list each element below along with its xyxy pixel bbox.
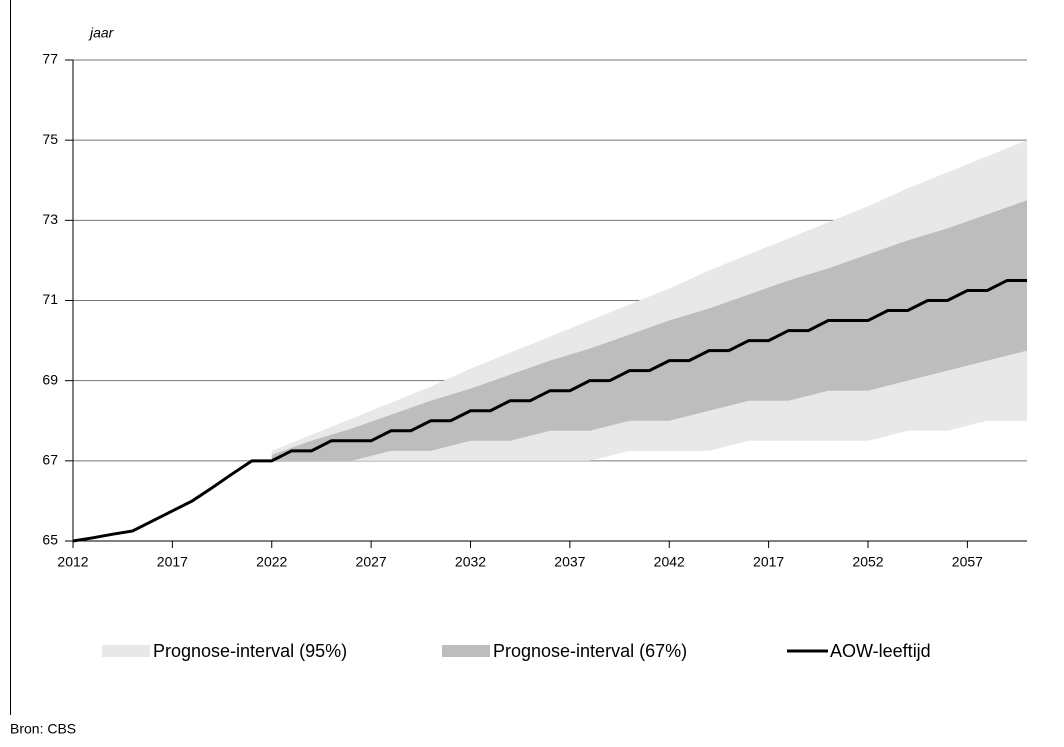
y-tick-label: 73	[42, 211, 58, 227]
x-tick-label: 2042	[654, 554, 685, 570]
x-tick-label: 2057	[952, 554, 983, 570]
y-tick-label: 75	[42, 131, 58, 147]
x-tick-label: 2052	[852, 554, 883, 570]
y-tick-label: 69	[42, 371, 58, 387]
legend-label: Prognose-interval (95%)	[153, 641, 347, 661]
band	[271, 200, 1027, 461]
x-tick-label: 2012	[57, 554, 88, 570]
x-tick-label: 2032	[455, 554, 486, 570]
x-tick-label: 2017	[753, 554, 784, 570]
x-tick-label: 2017	[157, 554, 188, 570]
legend-swatch	[102, 645, 150, 657]
source: Bron: CBS	[10, 721, 76, 737]
line	[72, 278, 1027, 543]
x-tick-label: 2037	[554, 554, 585, 570]
y-tick-label: 67	[42, 452, 58, 468]
y-tick-label: 71	[42, 291, 58, 307]
legend-swatch	[442, 645, 490, 657]
x-tick-label: 2022	[256, 554, 287, 570]
y-tick-label: 65	[42, 532, 58, 548]
legend-label: AOW-leeftijd	[830, 641, 931, 661]
y-axis-label: jaar	[88, 25, 115, 41]
legend-label: Prognose-interval (67%)	[493, 641, 687, 661]
x-tick-label: 2027	[356, 554, 387, 570]
y-tick-label: 77	[42, 51, 58, 67]
